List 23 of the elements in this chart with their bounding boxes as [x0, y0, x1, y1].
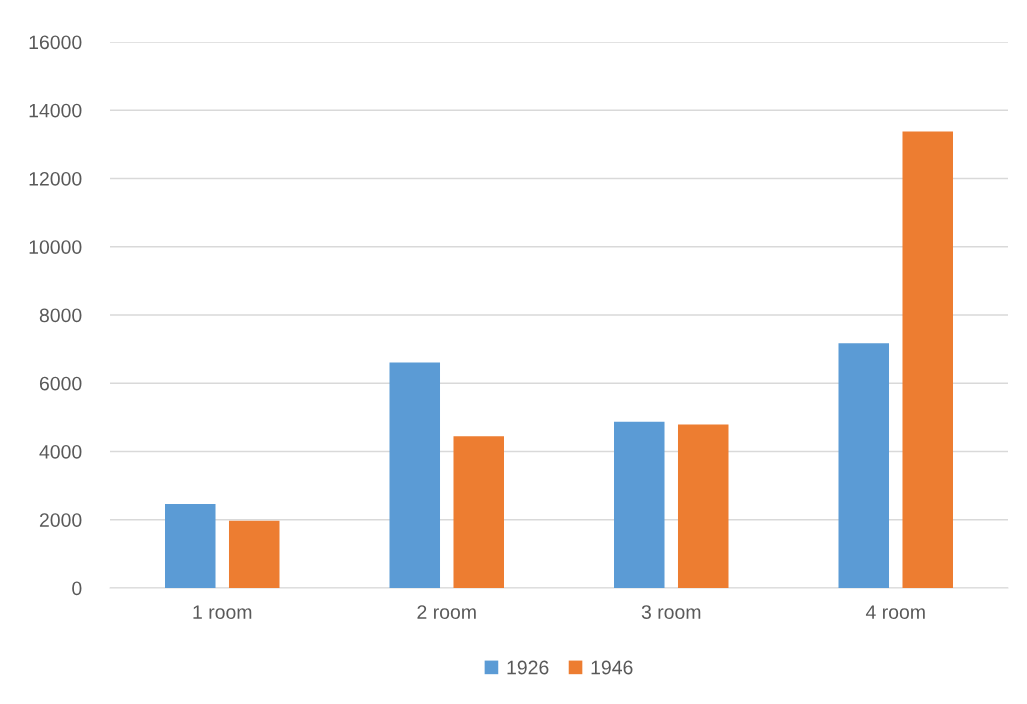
bar [838, 343, 890, 588]
y-tick-label: 14000 [29, 103, 82, 118]
x-tick-label: 4 room [865, 605, 925, 619]
y-tick-label: 12000 [29, 171, 82, 186]
legend-label: 1946 [591, 660, 633, 675]
y-tick-label: 8000 [39, 308, 82, 323]
x-tick-label: 3 room [641, 605, 701, 619]
y-tick-label: 16000 [29, 35, 82, 50]
legend-label: 1926 [507, 660, 549, 675]
x-tick-label: 2 room [417, 605, 476, 619]
y-tick-label: 10000 [29, 240, 82, 254]
bar [453, 436, 504, 588]
y-tick-label: 4000 [39, 444, 82, 459]
y-tick-label: 6000 [39, 376, 82, 391]
y-tick-label: 0 [72, 581, 82, 596]
bar [228, 520, 280, 588]
bar [614, 421, 665, 588]
bar [165, 504, 216, 588]
x-tick-label: 1 room [193, 605, 252, 619]
bar [677, 424, 729, 588]
y-tick-label: 2000 [39, 513, 82, 527]
bar [902, 131, 953, 588]
bar [389, 362, 441, 588]
